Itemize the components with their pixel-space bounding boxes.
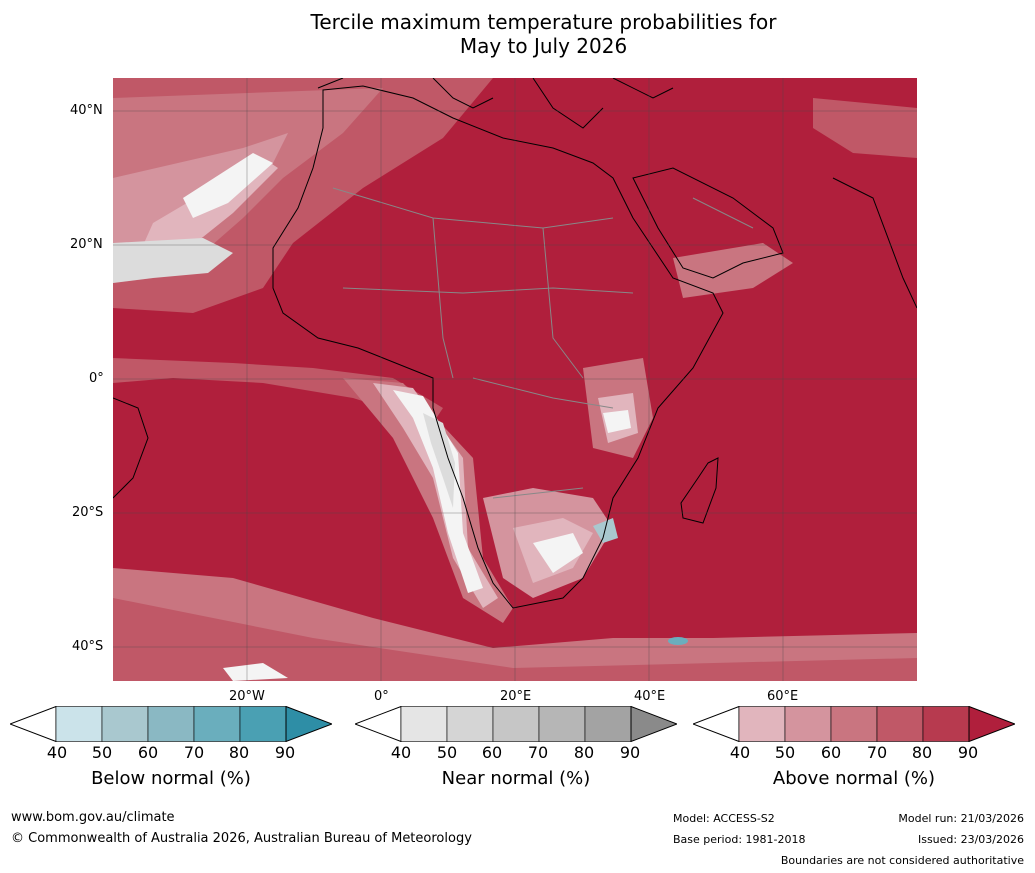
cb0-tick-60: 60 <box>137 743 159 762</box>
cb2-tick-40: 40 <box>729 743 751 762</box>
colorbar-bin <box>584 706 632 742</box>
cb0-tick-70: 70 <box>183 743 205 762</box>
cb2-tick-80: 80 <box>911 743 933 762</box>
colorbar-below-normal-label: Below normal (%) <box>91 768 251 789</box>
colorbar-bin <box>446 706 494 742</box>
cb2-tick-90: 90 <box>957 743 979 762</box>
cb1-tick-50: 50 <box>436 743 458 762</box>
map-title-line2: May to July 2026 <box>459 34 628 58</box>
website-link[interactable]: www.bom.gov.au/climate <box>11 810 175 825</box>
colorbar-above-normal-swatches <box>693 706 1015 742</box>
map-title: Tercile maximum temperature probabilitie… <box>0 10 1035 58</box>
boundaries-disclaimer: Boundaries are not considered authoritat… <box>780 854 1024 867</box>
below-normal-50-patch-mozambique <box>593 518 618 543</box>
cb0-tick-80: 80 <box>228 743 250 762</box>
lon-label-0: 0° <box>374 689 389 704</box>
colorbar-below-normal-ticks: 40 50 60 70 80 90 <box>10 743 332 763</box>
colorbar-above-normal-ticks: 40 50 60 70 80 90 <box>693 743 1015 763</box>
cb0-tick-40: 40 <box>46 743 68 762</box>
below-normal-patch-southern-indian <box>668 637 688 645</box>
issued-date: Issued: 23/03/2026 <box>917 833 1024 846</box>
copyright-text: © Commonwealth of Australia 2026, Austra… <box>11 831 472 846</box>
lat-label-40s: 40°S <box>72 639 104 654</box>
probability-map <box>113 78 917 681</box>
map-title-line1: Tercile maximum temperature probabilitie… <box>310 10 777 34</box>
colorbar-near-normal-ticks: 40 50 60 70 80 90 <box>355 743 677 763</box>
colorbar-bin <box>922 706 970 742</box>
colorbar-near-normal-swatches <box>355 706 677 742</box>
above-normal-80-band-southern-ocean <box>113 598 917 681</box>
near-normal-40-patch-south <box>223 663 288 681</box>
colorbar-bin <box>876 706 924 742</box>
near-normal-40-patch-north <box>183 153 273 218</box>
cb0-tick-90: 90 <box>274 743 296 762</box>
above-normal-70-band-arabia <box>673 243 793 298</box>
above-normal-60-patch-asia <box>813 98 917 158</box>
near-normal-50-band-benguela <box>423 413 455 508</box>
near-normal-50-patch-west <box>113 238 233 283</box>
colorbar-bin <box>492 706 540 742</box>
cb2-tick-60: 60 <box>820 743 842 762</box>
cb1-tick-90: 90 <box>619 743 641 762</box>
colorbar-arrow-high <box>630 706 677 742</box>
model-run-date: Model run: 21/03/2026 <box>898 812 1024 825</box>
colorbar-arrow-high <box>968 706 1015 742</box>
cb1-tick-60: 60 <box>481 743 503 762</box>
colorbar-above-normal-label: Above normal (%) <box>772 768 936 789</box>
cb2-tick-70: 70 <box>866 743 888 762</box>
colorbar-arrow-high <box>285 706 332 742</box>
colorbar-bin <box>738 706 786 742</box>
lat-label-40n: 40°N <box>70 103 103 118</box>
colorbar-bin <box>239 706 287 742</box>
colorbar-bin <box>193 706 241 742</box>
near-normal-40-patch-east-africa <box>603 410 631 433</box>
map-gridlines <box>113 78 917 681</box>
cb1-tick-70: 70 <box>527 743 549 762</box>
madagascar-coastline <box>680 457 719 524</box>
lat-label-20s: 20°S <box>72 505 104 520</box>
colorbar-bin <box>400 706 448 742</box>
lon-label-40e: 40°E <box>634 689 666 704</box>
base-period: Base period: 1981-2018 <box>673 833 806 846</box>
near-normal-40-patch-south-africa <box>533 533 583 573</box>
africa-coastline <box>272 85 724 609</box>
colorbar-bin <box>784 706 832 742</box>
colorbar-arrow-low <box>355 706 402 742</box>
model-name: Model: ACCESS-S2 <box>673 812 775 825</box>
lon-label-20e: 20°E <box>500 689 532 704</box>
colorbar-bin <box>101 706 149 742</box>
colorbar-bin <box>830 706 878 742</box>
india-coastline <box>832 177 917 309</box>
above-normal-80-band-equator <box>113 358 443 423</box>
south-america-coastline <box>113 397 149 499</box>
country-borders <box>332 187 754 499</box>
europe-coastline <box>317 78 674 129</box>
near-normal-40-band-benguela <box>393 390 483 593</box>
lon-label-20w: 20°W <box>229 689 265 704</box>
cb1-tick-80: 80 <box>573 743 595 762</box>
colorbar-near-normal-label: Near normal (%) <box>441 768 591 789</box>
colorbar-bin <box>147 706 195 742</box>
arabia-coastline <box>632 167 784 279</box>
colorbar-bin <box>538 706 586 742</box>
colorbar-arrow-low <box>10 706 57 742</box>
colorbar-arrow-low <box>693 706 740 742</box>
lon-label-60e: 60°E <box>767 689 799 704</box>
colorbar-below-normal-swatches <box>10 706 332 742</box>
lat-label-0: 0° <box>89 371 104 386</box>
lat-label-20n: 20°N <box>70 237 103 252</box>
cb0-tick-50: 50 <box>91 743 113 762</box>
cb1-tick-40: 40 <box>390 743 412 762</box>
colorbar-bin <box>55 706 103 742</box>
cb2-tick-50: 50 <box>774 743 796 762</box>
